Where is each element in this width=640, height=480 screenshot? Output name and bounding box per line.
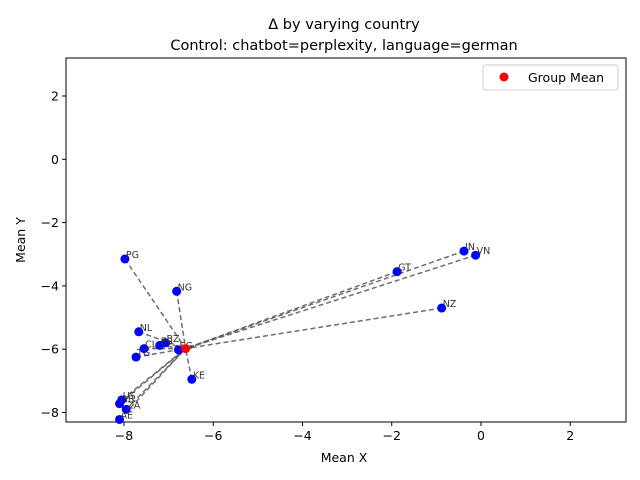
point-es: [155, 340, 165, 350]
connector-line-pg: [124, 258, 187, 349]
point-label-tg: TG: [136, 348, 150, 359]
y-tick-label: 0: [51, 152, 59, 167]
x-tick-label: −4: [293, 428, 311, 443]
y-axis-ticks: −8 −6 −4 −2 0 2: [41, 88, 66, 420]
point-label-vn: VN: [477, 246, 491, 257]
point-label-bz: BZ: [167, 334, 181, 345]
chart-subtitle: Control: chatbot=perplexity, language=ge…: [170, 38, 517, 54]
y-tick-label: −6: [41, 342, 59, 357]
point-label-ng: NG: [178, 282, 192, 293]
connector-line-gb: [119, 347, 187, 405]
point-cl: [139, 344, 149, 354]
x-tick-label: −6: [204, 428, 222, 443]
point-label-es: ES: [161, 336, 173, 347]
x-tick-label: 2: [566, 428, 574, 443]
y-tick-label: −8: [41, 405, 59, 420]
x-tick-label: −2: [383, 428, 401, 443]
point-label-za: ZA: [127, 400, 141, 411]
x-tick-label: −8: [115, 428, 133, 443]
y-tick-label: −4: [41, 278, 59, 293]
x-tick-label: 0: [477, 428, 485, 443]
point-label-ae: AE: [121, 410, 134, 421]
point-gb: [115, 399, 125, 409]
legend-box: [482, 64, 619, 91]
connector-line-in: [185, 250, 465, 350]
point-ke: [187, 374, 197, 384]
point-eg: [173, 345, 183, 355]
connector-line-ke: [184, 348, 193, 380]
point-gt: [392, 267, 402, 277]
point-label-pg: PG: [126, 250, 139, 261]
plot-area: [65, 57, 627, 423]
point-label-gt: GT: [398, 263, 411, 274]
point-label-cl: CL: [145, 340, 158, 351]
point-labels: PGNGNLBZESCLTGEGKEUSGBZAAEGTINVNNZ: [121, 242, 491, 421]
point-label-nl: NL: [140, 323, 153, 334]
legend-label-group-mean: Group Mean: [528, 70, 604, 85]
point-label-us: US: [123, 391, 136, 402]
point-pg: [120, 254, 130, 264]
point-label-gb: GB: [121, 395, 135, 406]
point-ae: [115, 414, 125, 424]
point-nz: [437, 303, 447, 313]
connector-line-za: [125, 348, 187, 410]
point-label-ke: KE: [193, 370, 205, 381]
y-axis-label: Mean Y: [13, 217, 28, 263]
connector-line-gt: [185, 270, 398, 350]
connector-line-nz: [185, 307, 442, 350]
x-axis-label: Mean X: [321, 450, 368, 465]
point-in: [459, 246, 469, 256]
data-points: [115, 246, 481, 424]
point-label-nz: NZ: [443, 299, 457, 310]
point-vn: [471, 250, 481, 260]
point-label-in: IN: [465, 242, 475, 253]
y-tick-label: −2: [41, 215, 59, 230]
group-mean-layer: [181, 344, 191, 354]
y-tick-label: 2: [51, 88, 59, 103]
point-ng: [172, 286, 182, 296]
connector-line-ng: [175, 291, 187, 349]
plot-frame: [65, 57, 627, 423]
chart-title: Δ by varying country: [268, 17, 420, 33]
legend: Group Mean: [482, 64, 619, 91]
connector-line-vn: [185, 254, 476, 350]
point-nl: [134, 327, 144, 337]
x-axis-ticks: −8 −6 −4 −2 0 2: [115, 422, 574, 443]
connector-line-ae: [118, 348, 187, 420]
point-za: [121, 404, 131, 414]
legend-marker-group-mean: [499, 72, 509, 82]
group-mean-marker: [181, 344, 191, 354]
point-tg: [131, 352, 141, 362]
